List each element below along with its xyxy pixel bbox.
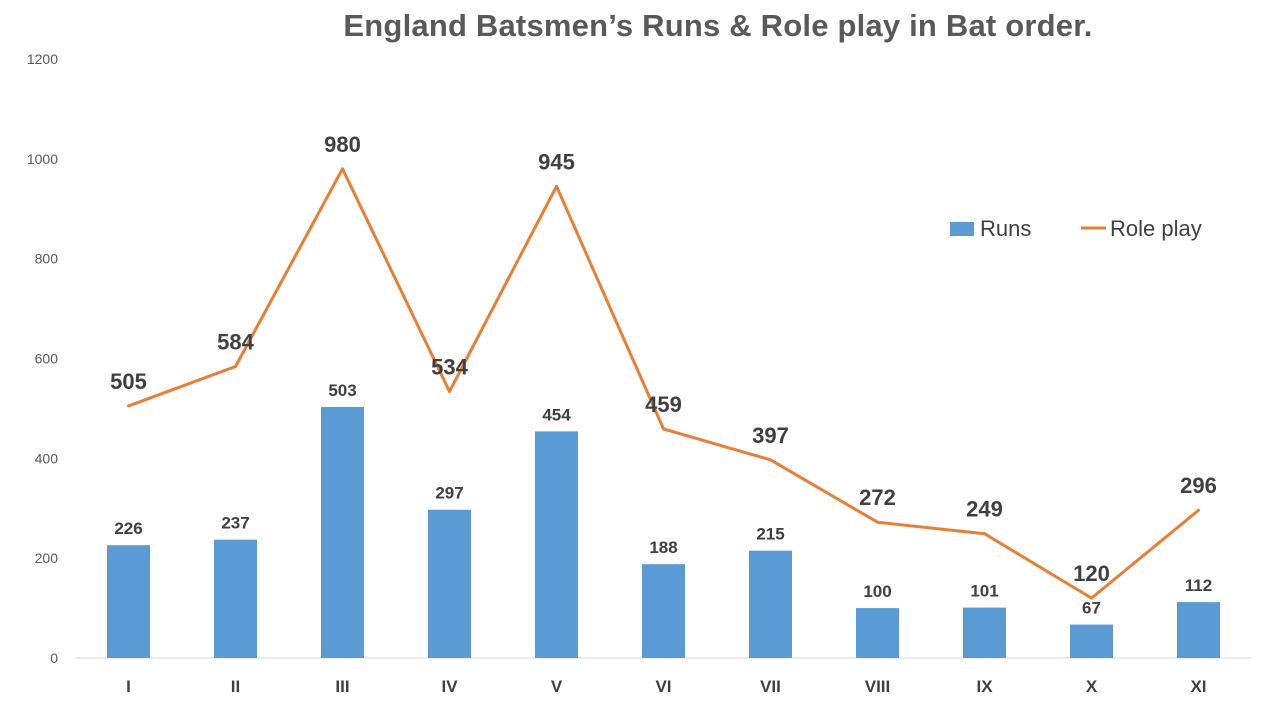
x-tick-label: II	[231, 677, 240, 696]
x-tick-label: IX	[976, 677, 993, 696]
y-axis: 0 200 400 600 800 1000 1200	[27, 51, 58, 666]
role-play-point	[234, 364, 237, 368]
runs-data-label: 237	[221, 514, 249, 533]
role-play-point	[448, 389, 451, 393]
role-play-point	[983, 532, 986, 536]
role-play-data-label: 980	[324, 132, 361, 157]
role-play-data-label: 296	[1180, 473, 1217, 498]
runs-data-labels: 226 237 503 297 454 188 215 100 101 67 112	[114, 381, 1212, 618]
runs-data-label: 226	[114, 519, 142, 538]
runs-data-label: 454	[542, 405, 571, 424]
role-play-point	[1197, 508, 1200, 512]
role-play-data-label: 505	[110, 369, 147, 394]
role-play-point	[662, 427, 665, 431]
role-play-line	[127, 167, 1200, 600]
role-play-data-label: 584	[217, 329, 254, 354]
y-tick-label: 200	[35, 550, 59, 566]
x-tick-label: III	[335, 677, 349, 696]
role-play-point	[341, 167, 344, 171]
x-tick-label: X	[1086, 677, 1098, 696]
role-play-point	[555, 184, 558, 188]
runs-data-label: 503	[328, 381, 356, 400]
runs-bar	[642, 564, 685, 658]
runs-bar	[1070, 624, 1113, 658]
role-play-data-label: 249	[966, 497, 1003, 522]
x-axis: I II III IV V VI VII VIII IX X XI	[126, 677, 1206, 696]
runs-data-label: 101	[970, 582, 998, 601]
role-play-data-label: 459	[645, 392, 682, 417]
role-play-line-series	[127, 167, 1200, 600]
runs-bar	[963, 607, 1006, 658]
x-tick-label: I	[126, 677, 131, 696]
y-tick-label: 0	[50, 650, 58, 666]
runs-bar	[321, 406, 364, 658]
role-play-point	[1090, 596, 1093, 600]
runs-bar	[1177, 602, 1220, 658]
chart-title: England Batsmen’s Runs & Role play in Ba…	[343, 8, 1093, 43]
legend-label-role-play: Role play	[1110, 216, 1202, 241]
runs-data-label: 215	[756, 525, 784, 544]
runs-data-label: 112	[1185, 576, 1212, 595]
role-play-data-label: 945	[538, 149, 575, 174]
runs-bar	[428, 509, 471, 658]
runs-data-label: 297	[435, 484, 463, 503]
y-tick-label: 400	[35, 450, 59, 466]
role-play-data-label: 272	[859, 485, 896, 510]
y-tick-label: 1000	[27, 151, 58, 167]
y-tick-label: 800	[35, 251, 59, 267]
role-play-data-label: 534	[431, 354, 468, 379]
runs-bar	[107, 545, 150, 658]
runs-data-label: 100	[863, 582, 891, 601]
x-tick-label: VII	[760, 677, 781, 696]
runs-bar	[749, 550, 792, 658]
role-play-point	[127, 404, 130, 408]
y-tick-label: 1200	[27, 51, 58, 67]
role-play-point	[769, 458, 772, 462]
x-tick-label: VIII	[865, 677, 891, 696]
x-tick-label: IV	[441, 677, 458, 696]
x-tick-label: VI	[655, 677, 671, 696]
runs-data-label: 67	[1082, 599, 1101, 618]
legend: Runs Role play	[950, 216, 1202, 241]
role-play-data-label: 120	[1073, 561, 1110, 586]
runs-bars	[107, 406, 1220, 658]
legend-swatch-runs	[950, 222, 974, 236]
runs-data-label: 188	[649, 538, 677, 557]
x-tick-label: XI	[1190, 677, 1206, 696]
runs-bar	[535, 431, 578, 658]
legend-label-runs: Runs	[980, 216, 1031, 241]
runs-bar	[214, 539, 257, 658]
role-play-data-labels: 505 584 980 534 945 459 397 272 249 120 296	[110, 132, 1217, 586]
x-tick-label: V	[551, 677, 563, 696]
y-tick-label: 600	[35, 351, 59, 367]
role-play-point	[876, 520, 879, 524]
role-play-data-label: 397	[752, 423, 789, 448]
runs-bar	[856, 608, 899, 658]
